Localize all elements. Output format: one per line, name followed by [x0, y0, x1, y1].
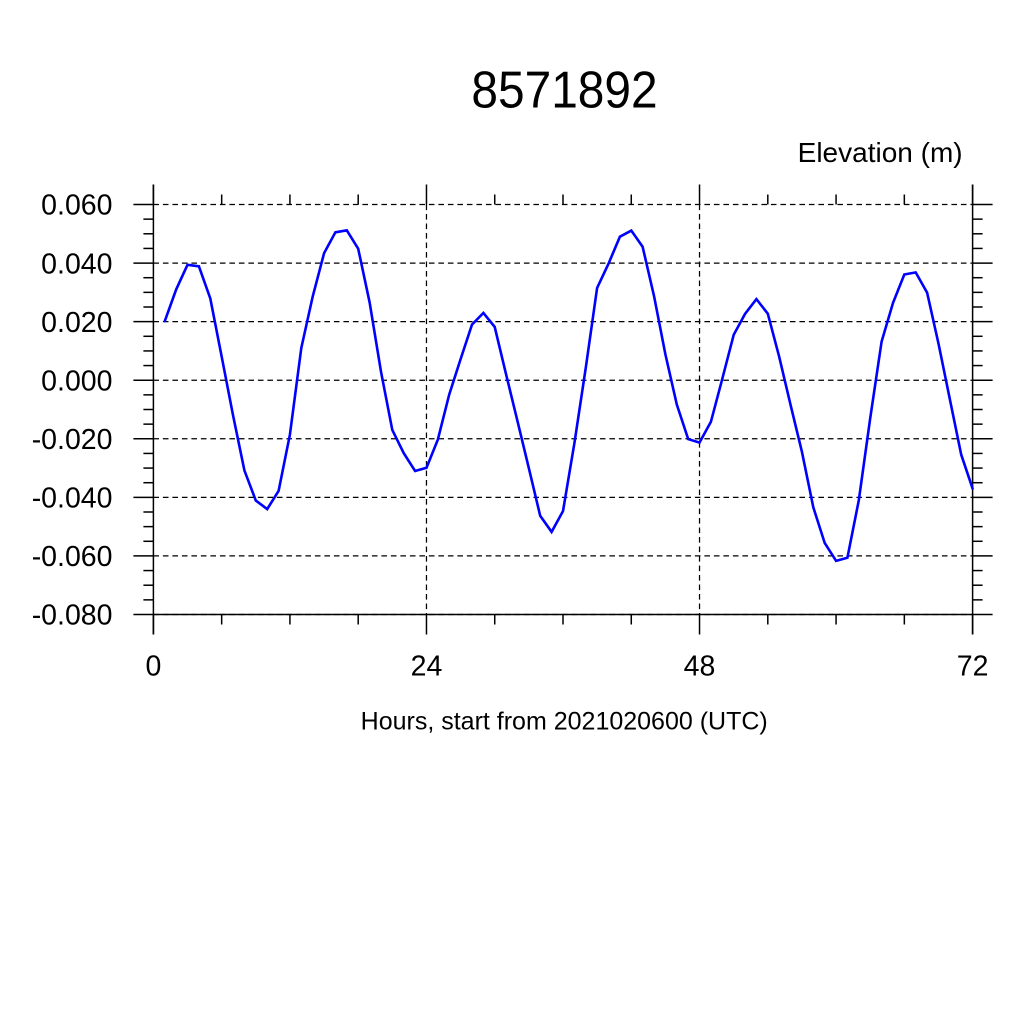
- svg-text:8571892: 8571892: [471, 61, 657, 119]
- svg-text:-0.080: -0.080: [32, 600, 113, 632]
- svg-text:-0.060: -0.060: [32, 541, 113, 573]
- svg-text:0.000: 0.000: [41, 365, 112, 397]
- svg-text:0.040: 0.040: [41, 248, 112, 280]
- svg-text:Hours, start from 2021020600 (: Hours, start from 2021020600 (UTC): [361, 708, 768, 736]
- svg-text:24: 24: [411, 650, 443, 682]
- svg-text:0: 0: [145, 650, 161, 682]
- svg-text:0.020: 0.020: [41, 307, 112, 339]
- svg-text:-0.020: -0.020: [32, 424, 113, 456]
- svg-text:72: 72: [957, 650, 989, 682]
- svg-text:Elevation (m): Elevation (m): [798, 137, 963, 168]
- svg-text:48: 48: [684, 650, 716, 682]
- svg-text:-0.040: -0.040: [32, 483, 113, 515]
- svg-text:0.060: 0.060: [41, 190, 112, 222]
